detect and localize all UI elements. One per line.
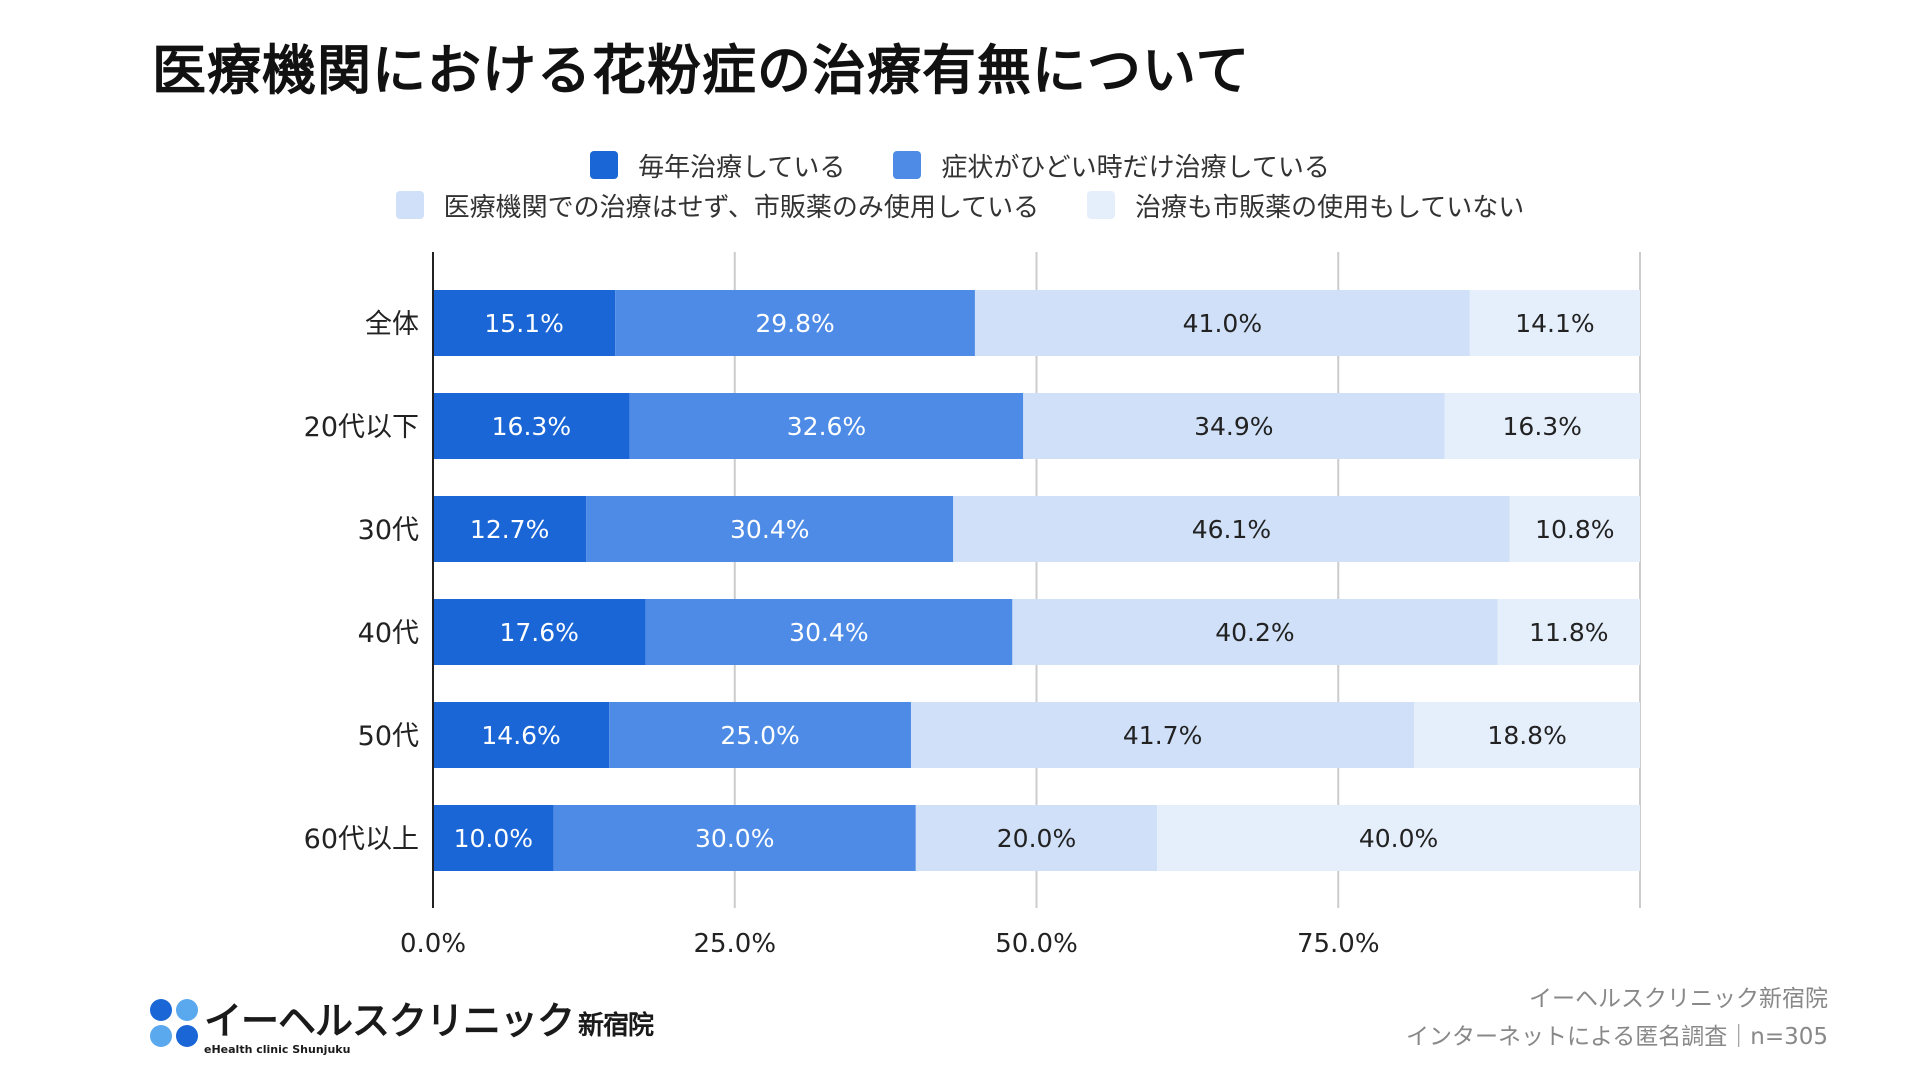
logo-main: イーヘルスクリニック 新宿院 [204,990,654,1045]
logo-subtitle: eHealth clinic Shunjuku [204,1043,351,1056]
category-label: 40代 [358,618,419,649]
data-label: 30.4% [730,515,809,544]
logo-branch: 新宿院 [578,1011,654,1041]
legend-swatch [395,191,424,219]
logo-dots-icon [150,999,198,1047]
data-label: 25.0% [720,721,799,750]
bar-segment [1414,702,1640,768]
bar-segment [433,702,610,768]
page-title: 医療機関における花粉症の治療有無について [152,39,1251,102]
source-line-1: イーヘルスクリニック新宿院 [1529,986,1828,1012]
logo-dot [150,1025,172,1047]
x-tick-label: 75.0% [1297,929,1380,959]
legend-item-none: 治療も市販薬の使用もしていない [1087,187,1524,224]
legend-item-severe-only: 症状がひどい時だけ治療している [893,147,1330,184]
data-label: 15.1% [484,309,563,338]
legend-item-every-year: 毎年治療している [590,147,845,184]
bar-segment [433,805,554,871]
legend-label: 毎年治療している [638,152,846,183]
data-label: 16.3% [1503,412,1582,441]
data-label: 40.0% [1359,824,1438,853]
data-label: 20.0% [997,824,1076,853]
legend-swatch [590,151,619,179]
data-label: 14.6% [481,721,560,750]
data-label: 29.8% [755,309,834,338]
data-label: 30.4% [789,618,868,647]
data-label: 40.2% [1215,618,1294,647]
bar-segment [1023,393,1445,459]
legend-label: 治療も市販薬の使用もしていない [1135,192,1525,223]
data-label: 41.0% [1183,309,1262,338]
bar-segment [586,496,954,562]
data-label: 46.1% [1192,515,1271,544]
legend-swatch [893,151,922,179]
bar-segment [645,599,1013,665]
logo-text: イーヘルスクリニック 新宿院 eHealth clinic Shunjuku [204,990,654,1056]
bar-segment [974,290,1470,356]
legend-row: 毎年治療している 症状がひどい時だけ治療している [0,145,1920,185]
logo-dot [176,1025,198,1047]
bar-segment [615,290,975,356]
category-label: 全体 [365,309,419,340]
data-label: 12.7% [470,515,549,544]
category-label: 60代以上 [304,824,419,855]
bar-segment [433,290,616,356]
bar-segment [553,805,916,871]
x-tick-label: 0.0% [400,929,466,959]
bar-segment [1497,599,1640,665]
bar-segment [433,496,587,562]
bar-segment [433,393,630,459]
legend-row: 医療機関での治療はせず、市販薬のみ使用している 治療も市販薬の使用もしていない [0,185,1920,225]
chart-legend: 毎年治療している 症状がひどい時だけ治療している 医療機関での治療はせず、市販薬… [0,145,1920,225]
data-label: 17.6% [500,618,579,647]
bar-segment [910,702,1415,768]
category-label: 20代以下 [304,412,419,443]
data-label: 18.8% [1487,721,1566,750]
bar-segment [433,599,646,665]
category-label: 50代 [358,721,419,752]
x-tick-label: 25.0% [693,929,776,959]
legend-label: 医療機関での治療はせず、市販薬のみ使用している [443,192,1040,223]
x-tick-label: 50.0% [995,929,1078,959]
bar-segment [1157,805,1640,871]
data-label: 34.9% [1194,412,1273,441]
legend-swatch [1087,191,1116,219]
logo-name: イーヘルスクリニック [204,999,575,1043]
bar-segment [629,393,1024,459]
source-line-2: インターネットによる匿名調査｜n=305 [1405,1024,1828,1050]
data-label: 30.0% [695,824,774,853]
bar-segment [1012,599,1498,665]
data-label: 41.7% [1123,721,1202,750]
logo-dot [176,999,198,1021]
bar-segment [1444,393,1640,459]
clinic-logo: イーヘルスクリニック 新宿院 eHealth clinic Shunjuku [150,990,654,1056]
source-note: イーヘルスクリニック新宿院 インターネットによる匿名調査｜n=305 [1406,980,1828,1056]
bar-segment [953,496,1510,562]
logo-dot [150,999,172,1021]
data-label: 10.8% [1535,515,1614,544]
data-label: 16.3% [492,412,571,441]
bar-segment [915,805,1158,871]
legend-label: 症状がひどい時だけ治療している [941,152,1330,183]
data-label: 32.6% [787,412,866,441]
bar-segment [609,702,911,768]
bar-segment [1509,496,1640,562]
data-label: 11.8% [1529,618,1608,647]
data-label: 14.1% [1515,309,1594,338]
bar-segment [1469,290,1640,356]
category-label: 30代 [358,515,419,546]
legend-item-otc-only: 医療機関での治療はせず、市販薬のみ使用している [395,187,1040,224]
data-label: 10.0% [454,824,533,853]
